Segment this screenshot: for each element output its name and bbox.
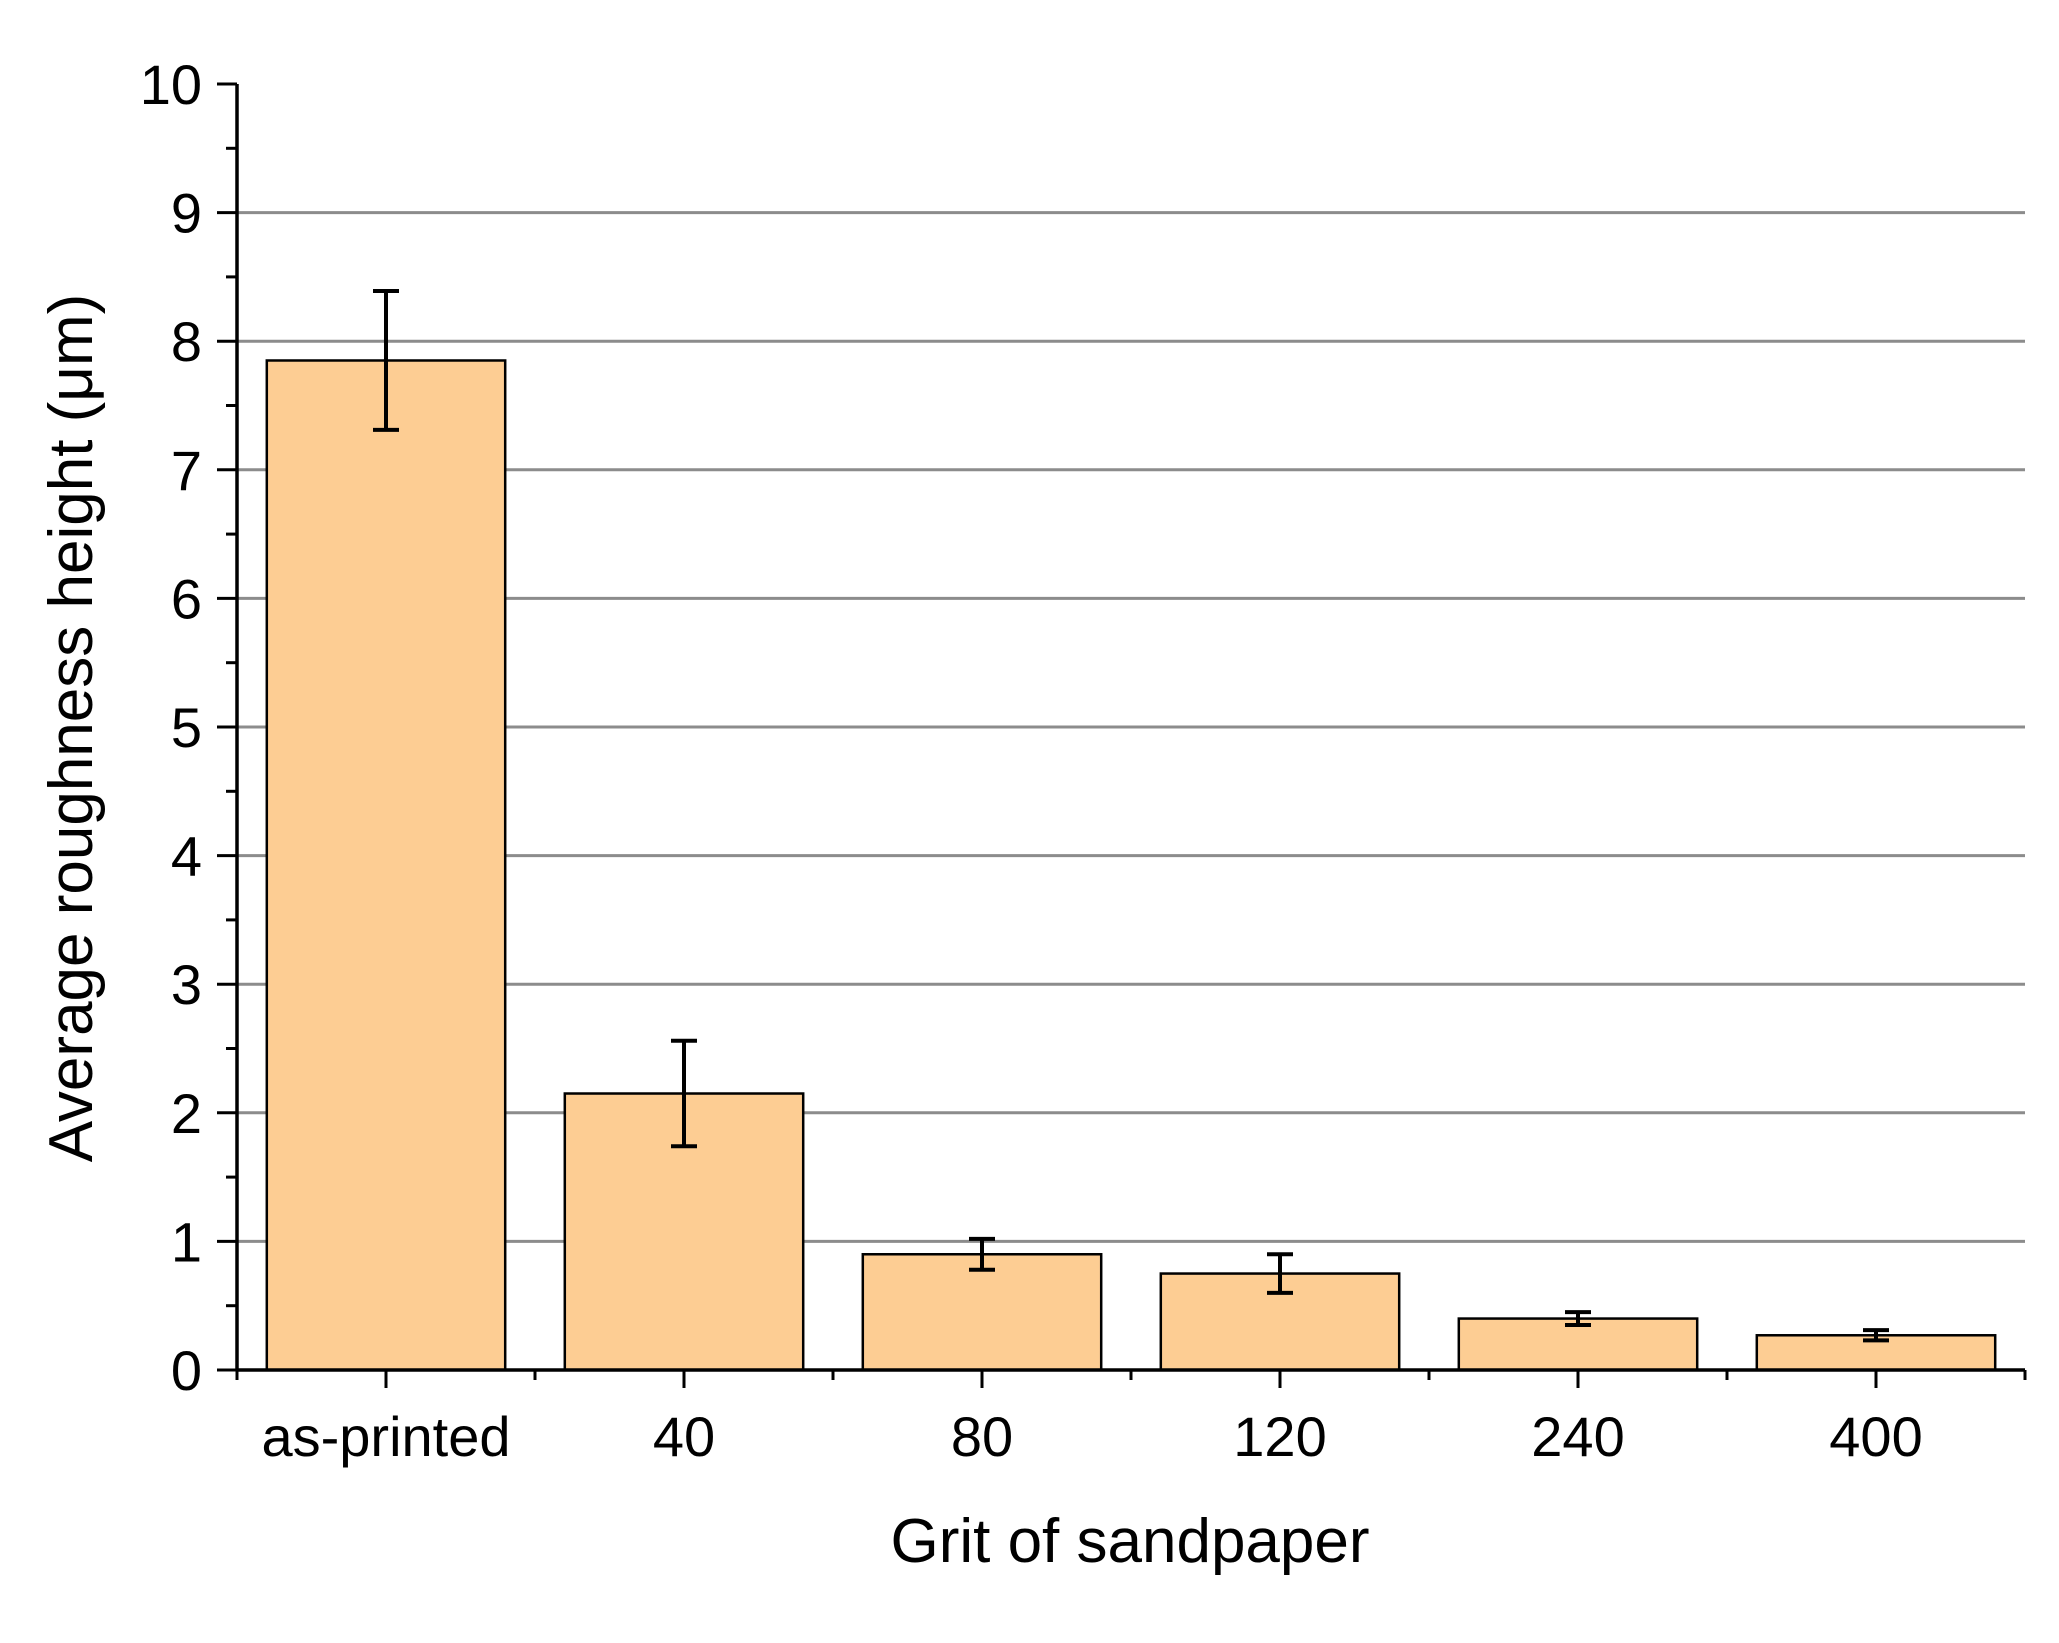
error-bar-120 [1267,1252,1293,1295]
x-tick-label-40: 40 [653,1405,715,1468]
bar-as-printed [265,359,507,1372]
y-tick-label-8: 8 [171,310,202,373]
x-tick-label-as-printed: as-printed [261,1405,510,1468]
y-axis-ticks: 0 1 2 3 4 5 6 7 8 9 10 [140,53,237,1402]
y-tick-label-10: 10 [140,53,202,116]
grid-lines [237,211,2025,1243]
error-bar-as-printed [373,289,399,432]
y-tick-label-0: 0 [171,1339,202,1402]
y-tick-label-5: 5 [171,696,202,759]
bars [265,359,1997,1372]
y-tick-label-1: 1 [171,1210,202,1273]
y-axis-title: Average roughness height (μm) [37,294,106,1163]
error-bar-80 [969,1236,995,1272]
x-tick-label-240: 240 [1531,1405,1624,1468]
error-bar-240 [1565,1310,1591,1327]
x-axis-ticks: as-printed 40 80 120 240 400 [235,1370,2027,1468]
y-tick-label-6: 6 [171,567,202,630]
y-tick-label-4: 4 [171,825,202,888]
error-bars [373,289,1889,1343]
x-tick-label-80: 80 [951,1405,1013,1468]
y-tick-label-2: 2 [171,1082,202,1145]
x-tick-label-400: 400 [1829,1405,1922,1468]
x-axis-title: Grit of sandpaper [890,1507,1369,1576]
x-tick-label-120: 120 [1233,1405,1326,1468]
y-tick-label-9: 9 [171,182,202,245]
y-tick-label-7: 7 [171,439,202,502]
error-bar-400 [1863,1328,1889,1343]
y-tick-label-3: 3 [171,953,202,1016]
error-bar-40 [671,1038,697,1149]
